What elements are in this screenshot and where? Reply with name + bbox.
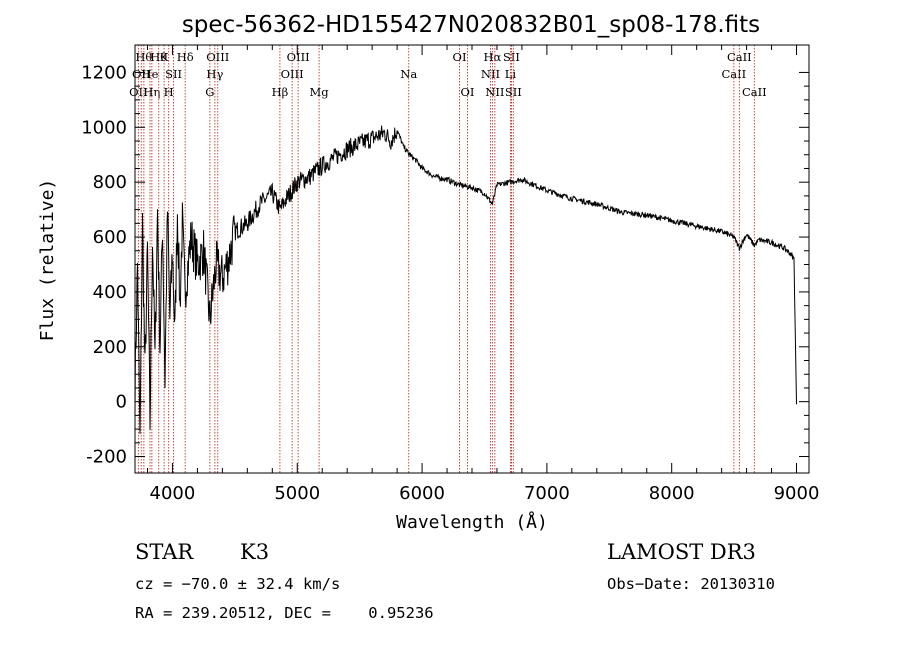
y-tick-label: 1200 (81, 62, 127, 83)
marker-label: Hθ (150, 50, 167, 64)
plot-frame (134, 44, 810, 474)
marker-label: OI (461, 85, 475, 99)
object-class: STAR (135, 540, 194, 564)
marker-label: Na (400, 67, 417, 81)
marker-label: NII (485, 85, 504, 99)
marker-label: CaII (727, 50, 752, 64)
marker-label: OIII (206, 50, 229, 64)
survey-name: LAMOST DR3 (607, 540, 756, 564)
x-axis: 4000 5000 6000 7000 8000 9000 (146, 45, 820, 504)
observation-date: Obs−Date: 20130310 (607, 575, 775, 593)
marker-label: NII (481, 67, 500, 81)
marker-label: Hα (483, 50, 501, 64)
line-markers: OIIOIIHθHeHηHθKHSIIHδGHγOIIIHβOIIIOIIIMg… (129, 45, 767, 473)
spectrum-line (134, 125, 797, 434)
marker-label: Li (505, 67, 517, 81)
redshift-velocity: cz = −70.0 ± 32.4 km/s (135, 575, 341, 593)
x-tick-label: 7000 (524, 483, 570, 504)
marker-label: Hβ (272, 85, 289, 99)
y-tick-label: 200 (93, 337, 127, 358)
sky-coordinates: RA = 239.20512, DEC = 0.95236 (135, 604, 434, 622)
y-tick-label: 800 (93, 172, 127, 193)
marker-label: Mg (310, 85, 330, 99)
marker-label: CaII (742, 85, 767, 99)
object-subclass: K3 (240, 540, 270, 564)
y-axis: -200 0 200 400 600 800 1000 1200 (81, 62, 809, 468)
y-tick-label: 400 (93, 282, 127, 303)
marker-label: K (160, 50, 169, 64)
x-tick-label: 9000 (774, 483, 820, 504)
marker-label: G (205, 85, 214, 99)
x-axis-label: Wavelength (Å) (396, 511, 548, 533)
marker-label: CaII (721, 67, 746, 81)
x-tick-label: 8000 (649, 483, 695, 504)
y-tick-label: 1000 (81, 117, 127, 138)
x-tick-label: 5000 (274, 483, 320, 504)
marker-label: SII (165, 67, 182, 81)
marker-label: H (164, 85, 174, 99)
marker-label: OII (132, 67, 151, 81)
marker-label: OII (129, 85, 148, 99)
chart-title: spec-56362-HD155427N020832B01_sp08-178.f… (182, 12, 760, 38)
marker-label: Hδ (177, 50, 194, 64)
y-axis-label: Flux (relative) (37, 179, 58, 342)
y-tick-label: -200 (86, 447, 127, 468)
marker-label: SII (505, 85, 522, 99)
marker-label: OIII (287, 50, 310, 64)
marker-label: SII (503, 50, 520, 64)
marker-label: He (142, 67, 159, 81)
y-tick-label: 600 (93, 227, 127, 248)
marker-label: Hθ (135, 50, 152, 64)
x-tick-label: 6000 (399, 483, 445, 504)
marker-label: Hγ (206, 67, 223, 81)
x-tick-label: 4000 (150, 483, 196, 504)
spectrum-series (134, 125, 797, 434)
marker-label: OI (453, 50, 467, 64)
marker-label: OIII (281, 67, 304, 81)
plot-border (134, 44, 810, 474)
y-tick-label: 0 (116, 392, 127, 413)
marker-label: Hη (143, 85, 160, 99)
